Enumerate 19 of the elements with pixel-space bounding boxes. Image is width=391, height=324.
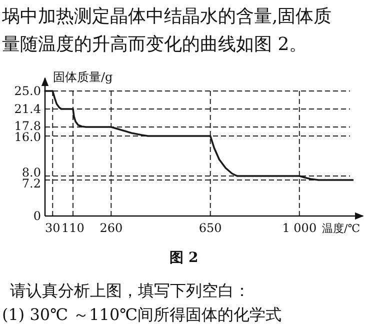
text: 埚中加热测定晶体中结晶水的含量,固体质 [1,6,332,27]
y-tick-label: 25.0 [14,84,41,98]
text: 图 2 [170,250,198,266]
y-tick-label: 16.0 [14,130,41,144]
x-tick-label: 30 [44,221,60,235]
x-tick-label: 1 000 [282,221,317,235]
x-tick-label: 260 [100,221,123,235]
y-tick-label: 21.4 [14,102,42,116]
y-tick-label: 7.2 [22,176,41,190]
text: (1) 30℃ ～110℃间所得固体的化学式 [2,305,282,324]
y-tick-label: 8.0 [22,166,41,180]
x-tick-label: 110 [62,221,84,235]
text: 请认真分析上图，填写下列空白： [10,281,250,300]
y-tick-label: 17.8 [14,119,41,133]
x-axis-title: 温度/℃ [322,222,360,235]
y-tick-label: 0 [33,209,41,223]
y-axis-title: 固体质量/g [53,70,114,84]
x-tick-label: 650 [198,221,222,235]
text: 量随温度的升高而变化的曲线如图 2。 [2,34,308,55]
